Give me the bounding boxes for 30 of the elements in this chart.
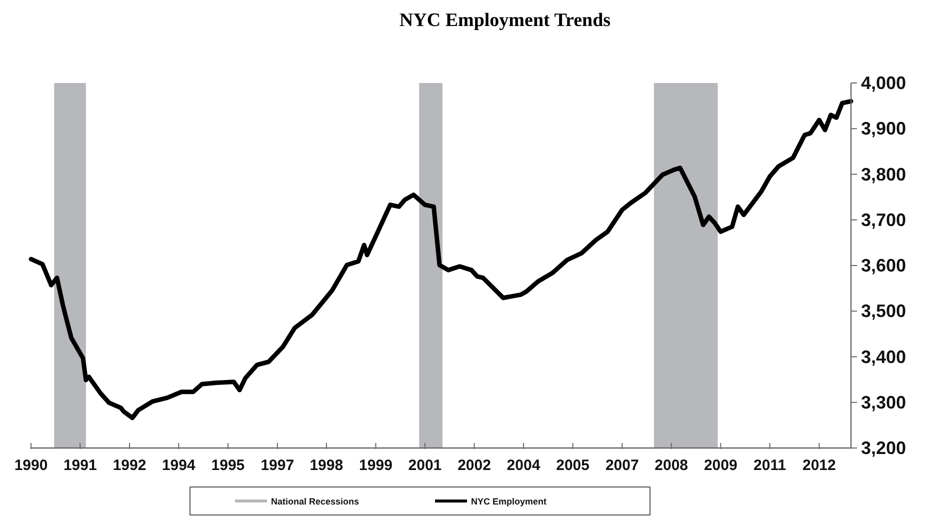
legend-label: NYC Employment bbox=[471, 496, 547, 506]
x-tick-label: 2009 bbox=[704, 457, 738, 474]
x-tick-label: 2004 bbox=[506, 457, 541, 474]
x-tick-label: 1990 bbox=[14, 457, 48, 474]
legend-label: National Recessions bbox=[271, 496, 360, 506]
y-tick-label: 3,300 bbox=[861, 392, 906, 412]
x-tick-label: 2012 bbox=[802, 457, 836, 474]
y-tick-label: 3,900 bbox=[861, 118, 906, 139]
y-tick-label: 3,400 bbox=[861, 346, 906, 367]
x-tick-label: 2005 bbox=[556, 457, 590, 474]
x-tick-label: 1999 bbox=[359, 457, 392, 474]
x-tick-label: 2007 bbox=[605, 457, 639, 474]
x-tick-label: 1997 bbox=[260, 457, 294, 474]
x-tick-label: 2008 bbox=[654, 457, 688, 474]
x-tick-label: 1998 bbox=[310, 457, 344, 474]
y-tick-label: 3,800 bbox=[861, 164, 906, 184]
x-tick-label: 2001 bbox=[408, 457, 442, 474]
y-tick-label: 3,200 bbox=[861, 438, 906, 458]
x-tick-label: 1995 bbox=[211, 457, 245, 474]
x-tick-label: 1994 bbox=[162, 457, 196, 474]
x-tick-label: 2002 bbox=[458, 457, 491, 474]
y-tick-label: 3,600 bbox=[861, 256, 906, 276]
y-tick-label: 3,500 bbox=[861, 301, 906, 322]
line-series bbox=[28, 99, 854, 420]
x-tick-label: 1991 bbox=[63, 457, 97, 474]
y-tick-label: 4,000 bbox=[861, 73, 906, 93]
chart-title: NYC Employment Trends bbox=[399, 10, 611, 31]
y-tick-label: 3,700 bbox=[861, 210, 906, 230]
x-tick-label: 1992 bbox=[112, 457, 146, 474]
x-tick-label: 2011 bbox=[754, 457, 786, 474]
